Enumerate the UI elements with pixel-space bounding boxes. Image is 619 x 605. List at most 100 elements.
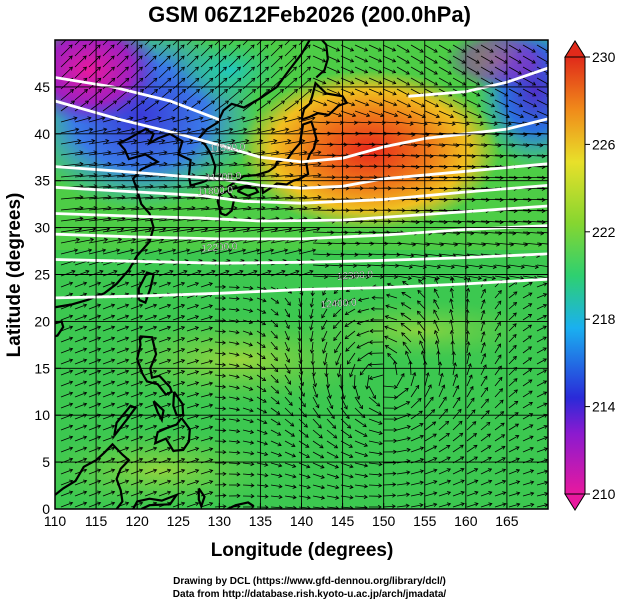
wind-arrow [214,374,226,377]
wind-arrow [60,270,76,277]
wind-arrow [228,117,245,123]
wind-arrow [359,363,370,376]
wind-arrow [298,429,309,438]
wind-arrow-head [182,100,188,105]
wind-arrow-head [83,77,88,82]
wind-arrow [452,220,475,223]
wind-arrow [368,407,382,415]
wind-arrow [410,99,425,107]
wind-arrow-head [93,150,98,155]
wind-arrow-head [110,44,115,49]
coastline [153,417,191,452]
wind-arrow [60,140,81,145]
wind-arrow [88,207,111,211]
coastline [216,189,236,217]
wind-arrow-head [527,357,533,362]
wind-arrow-head [552,133,555,137]
wind-arrow [158,480,171,486]
wind-arrow [200,40,207,46]
wind-arrow-head [124,424,130,429]
wind-arrow-head [512,323,517,328]
wind-arrow-head [352,263,358,268]
wind-arrow [508,77,522,86]
wind-arrow [382,275,398,278]
wind-arrow-head [111,34,114,37]
wind-arrow-head [261,321,267,326]
wind-arrow-head [482,353,487,358]
wind-arrow-head [227,116,232,121]
wind-arrow [480,66,494,75]
wind-arrow [60,447,73,453]
wind-arrow-head [333,444,339,449]
wind-arrow-head [368,340,373,345]
wind-arrow-head [306,55,311,60]
wind-arrow [298,66,311,79]
wind-arrow-head [236,493,241,498]
wind-arrow [438,384,445,398]
wind-arrow-head [124,380,130,385]
wind-arrow [424,143,445,147]
wind-arrow [74,370,87,376]
wind-arrow-head [82,66,87,71]
wind-arrow-head [516,491,521,496]
wind-arrow [536,304,547,310]
wind-arrow-head [461,59,466,64]
wind-arrow-head [402,281,407,285]
wind-arrow-head [406,481,411,486]
wind-arrow [228,55,241,68]
wind-arrow-head [138,457,144,462]
wind-arrow-head [124,479,130,484]
wind-arrow-head [278,44,283,49]
wind-arrow-head [527,346,533,351]
wind-arrow-head [138,391,144,396]
wind-arrow [508,492,520,497]
wind-arrow-head [556,198,559,202]
wind-arrow [312,253,330,256]
wind-arrow-head [250,440,255,445]
wind-arrow [480,231,502,234]
wind-arrow [494,480,506,486]
wind-arrow-head [378,462,383,467]
wind-arrow [312,440,324,449]
wind-arrow [494,121,512,125]
wind-arrow-head [166,402,172,407]
wind-arrow [88,40,95,46]
wind-arrow-head [499,399,504,404]
wind-arrow [480,176,503,179]
wind-arrow-head [251,89,257,93]
wind-arrow [214,40,221,46]
wind-arrow-head [449,298,454,303]
wind-arrow [270,308,279,316]
wind-arrow-head [96,391,102,396]
wind-arrow-head [368,351,373,356]
wind-arrow-head [222,417,227,422]
wind-arrow [396,121,414,125]
wind-arrow-head [107,150,112,155]
wind-arrow-head [318,434,323,439]
wind-arrow [396,209,419,212]
wind-arrow [326,429,337,439]
wind-arrow [200,249,218,255]
wind-arrow-head [180,66,185,71]
colorbar-tick-label: 226 [592,136,616,152]
wind-arrow-head [279,34,282,37]
wind-arrow-head [467,363,472,368]
wind-arrow [158,270,174,277]
wind-arrow [60,491,73,497]
wind-arrow-head [497,354,502,359]
wind-arrow-head [365,102,370,107]
wind-arrow-head [248,331,254,336]
wind-arrow-head [195,447,200,452]
wind-arrow [536,282,547,288]
wind-arrow [312,242,332,245]
wind-arrow-head [365,113,371,118]
wind-arrow [508,264,525,268]
wind-arrow-head [465,121,470,126]
wind-arrow-head [527,197,532,202]
wind-arrow-head [393,102,398,107]
wind-arrow [284,207,307,211]
wind-arrow-head [266,100,272,105]
wind-arrow [536,358,547,365]
wind-arrow [466,503,479,508]
